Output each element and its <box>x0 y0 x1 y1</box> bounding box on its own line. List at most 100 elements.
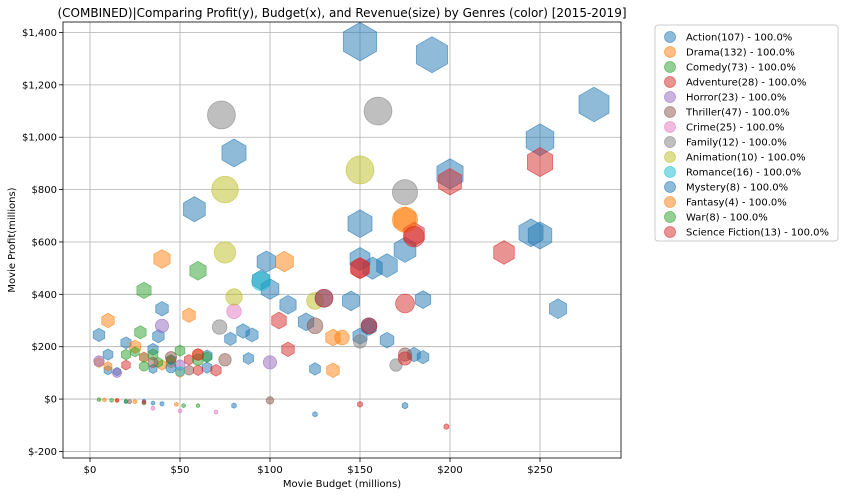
data-point <box>138 361 150 372</box>
data-point <box>207 100 236 130</box>
data-point <box>306 317 324 335</box>
x-tick-label: $200 <box>437 465 462 476</box>
legend-marker <box>664 106 676 118</box>
data-point <box>395 293 415 314</box>
legend-item: Mystery(8) - 100.0% <box>664 181 788 194</box>
data-point <box>218 353 232 367</box>
data-point <box>101 312 115 329</box>
data-point <box>271 311 287 330</box>
legend-label: Romance(16) - 100.0% <box>686 168 801 179</box>
data-point <box>123 398 129 404</box>
data-point <box>211 319 228 335</box>
legend-marker <box>664 121 676 133</box>
data-point <box>103 361 113 372</box>
data-point <box>345 155 375 185</box>
series-animation <box>211 155 375 310</box>
data-point <box>357 401 363 408</box>
data-point <box>191 348 205 361</box>
data-point <box>262 355 278 370</box>
x-tick-label: $50 <box>170 465 189 476</box>
y-tick-label: $200 <box>32 342 57 353</box>
data-point <box>195 403 201 409</box>
legend-item: Action(107) - 100.0% <box>664 31 792 44</box>
data-point <box>275 250 294 273</box>
data-point <box>201 361 213 374</box>
data-point <box>360 317 378 335</box>
legend-item: Science Fiction(13) - 100.0% <box>664 226 829 239</box>
legend-item: Family(12) - 100.0% <box>664 136 787 149</box>
legend-item: Drama(132) - 100.0% <box>664 46 795 59</box>
data-point <box>210 363 222 377</box>
y-tick-label: $600 <box>32 237 57 248</box>
y-axis-ticks: $-200 $0 $200 $400 $600 $800 $1,000 $1,200 $1,40… <box>22 28 63 458</box>
data-point <box>312 411 318 418</box>
data-point <box>438 167 462 196</box>
legend-marker <box>664 211 676 223</box>
data-point <box>224 331 237 346</box>
data-point <box>352 334 368 349</box>
data-point <box>401 401 409 410</box>
data-point <box>181 403 186 409</box>
data-point <box>182 307 196 324</box>
y-tick-label: $400 <box>32 290 57 301</box>
legend-item: Crime(25) - 100.0% <box>664 121 784 134</box>
legend-marker <box>664 61 676 73</box>
legend-item: War(8) - 100.0% <box>664 211 768 224</box>
chart-title: (COMBINED)|Comparing Profit(y), Budget(x… <box>57 6 626 20</box>
series-drama <box>94 206 417 407</box>
data-point <box>363 96 393 126</box>
data-point <box>225 288 243 306</box>
data-point <box>443 423 450 430</box>
data-point <box>245 327 259 343</box>
x-axis-ticks: $0 $50 $100 $150 $200 $250 <box>84 458 553 476</box>
data-point <box>165 362 177 374</box>
data-point <box>132 399 138 405</box>
legend-label: Science Fiction(13) - 100.0% <box>686 228 829 239</box>
data-point <box>231 402 237 409</box>
data-point <box>121 348 131 361</box>
data-point <box>139 351 149 363</box>
x-tick-label: $100 <box>257 465 282 476</box>
legend-marker <box>664 46 676 58</box>
data-point <box>326 362 340 379</box>
legend-marker <box>664 136 676 148</box>
legend: Action(107) - 100.0% Drama(132) - 100.0% C… <box>654 24 839 242</box>
data-point <box>164 351 178 364</box>
data-point <box>527 221 553 250</box>
series-science-fiction <box>191 226 425 366</box>
data-point <box>153 249 171 269</box>
x-tick-label: $250 <box>527 465 552 476</box>
data-point <box>309 362 321 376</box>
y-tick-label: $1,200 <box>22 80 57 91</box>
data-point <box>150 405 156 411</box>
data-point <box>130 346 140 358</box>
x-axis-label: Movie Budget (millions) <box>283 479 401 490</box>
legend-frame <box>654 24 839 242</box>
data-point <box>174 366 186 377</box>
data-point <box>174 401 179 407</box>
data-point <box>242 352 254 365</box>
legend-label: Comedy(73) - 100.0% <box>686 63 796 74</box>
data-point <box>102 397 107 403</box>
legend-items: Action(107) - 100.0% Drama(132) - 100.0% C… <box>664 31 829 239</box>
legend-label: Fantasy(4) - 100.0% <box>686 198 787 209</box>
legend-marker <box>664 151 676 163</box>
data-point <box>121 359 131 371</box>
data-point <box>127 399 133 405</box>
data-point <box>493 240 515 265</box>
y-tick-label: $-200 <box>28 447 57 458</box>
data-point <box>177 408 183 414</box>
data-point <box>93 355 105 367</box>
data-point <box>111 367 123 378</box>
legend-item: Horror(23) - 100.0% <box>664 91 786 104</box>
data-point <box>342 21 378 62</box>
data-point <box>147 357 159 368</box>
legend-marker <box>664 31 676 43</box>
legend-item: Thriller(47) - 100.0% <box>664 106 790 119</box>
data-point <box>350 258 370 278</box>
data-point <box>256 250 277 273</box>
data-point <box>334 329 350 346</box>
legend-marker <box>664 166 676 178</box>
legend-label: Action(107) - 100.0% <box>686 33 792 44</box>
